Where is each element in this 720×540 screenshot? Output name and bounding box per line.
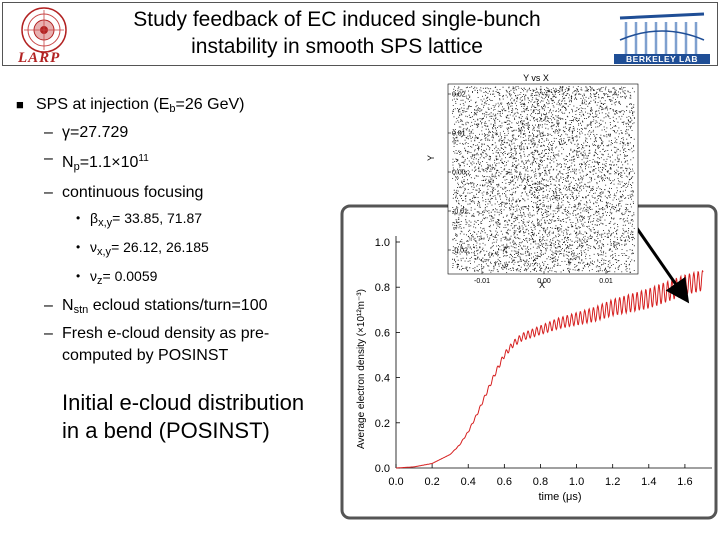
- bullet-nu-xy: • νx,y= 26.12, 26.185: [14, 235, 344, 264]
- scatter-y-tick-label: -0.01: [452, 209, 468, 216]
- title-line-2: instability in smooth SPS lattice: [191, 35, 483, 58]
- scatter-y-axis-label: Y: [426, 155, 436, 161]
- dash-bullet-icon: –: [44, 325, 53, 342]
- title-line-1: Study feedback of EC induced single-bunc…: [133, 8, 541, 31]
- dash-bullet-icon: –: [44, 297, 53, 314]
- scatter-y-tick-label: 0.01: [452, 131, 466, 138]
- y-tick-label: 0.0: [375, 463, 390, 475]
- x-tick-label: 0.4: [461, 476, 476, 488]
- y-tick-label: 0.4: [375, 373, 390, 385]
- scatter-x-axis-label: X: [539, 280, 545, 290]
- scatter-x-tick-label: -0.01: [474, 278, 490, 285]
- larp-logo-text: LARP: [18, 50, 61, 66]
- y-tick-label: 0.8: [375, 282, 390, 294]
- dot-bullet-icon: •: [76, 240, 81, 254]
- arrow-icon: [632, 223, 690, 304]
- scatter-y-tick-label: -0.02: [452, 248, 468, 255]
- dash-bullet-icon: –: [44, 124, 53, 141]
- scatter-x-tick-label: 0.00: [537, 278, 551, 285]
- bullet-continuous-focusing: – continuous focusing: [14, 180, 344, 206]
- x-tick-label: 1.4: [641, 476, 656, 488]
- y-tick-label: 0.2: [375, 418, 390, 430]
- x-tick-label: 0.6: [497, 476, 512, 488]
- y-vs-x-scatter-plot: Y vs X Y -0.01 0.00 0.01 0.02 0.01 0.00 -0.01 -…: [418, 73, 639, 290]
- bullet-list: ■ SPS at injection (Eb=26 GeV) – γ=27.72…: [14, 94, 344, 367]
- y-tick-label: 1.0: [375, 237, 390, 249]
- scatter-dots-path: [452, 86, 635, 273]
- berkeley-lab-logo-text: BERKELEY LAB: [614, 54, 710, 64]
- figure-caption: Initial e-cloud distribution in a bend (…: [62, 390, 305, 443]
- bullet-sps-injection: ■ SPS at injection (Eb=26 GeV): [16, 96, 245, 115]
- dash-bullet-icon: –: [44, 184, 53, 201]
- scatter-plot-area: [447, 83, 639, 275]
- larp-logo: [21, 7, 67, 53]
- y-axis-label: Average electron density (×10¹²m⁻³): [356, 289, 367, 449]
- y-tick-label: 0.6: [375, 327, 390, 339]
- scatter-y-tick-label: 0.02: [452, 92, 466, 99]
- square-bullet-icon: ■: [16, 97, 24, 112]
- header-bar: [2, 2, 718, 66]
- x-tick-label: 1.0: [569, 476, 584, 488]
- bullet-gamma: – γ=27.729: [14, 120, 344, 146]
- berkeley-lab-logo: [619, 12, 705, 54]
- x-tick-label: 1.6: [677, 476, 692, 488]
- dot-bullet-icon: •: [76, 269, 81, 283]
- scatter-x-tick-label: 0.01: [599, 278, 613, 285]
- electron-density-chart: 0.0 0.2 0.4 0.6 0.8 1.0 1.2 1.4 1.6 0.0 0.2 0.4 0.6 0…: [340, 204, 718, 520]
- bullet-nu-z: • νz= 0.0059: [14, 264, 344, 293]
- dash-bullet-icon: –: [44, 150, 53, 167]
- density-series-line: [396, 270, 704, 469]
- scatter-points: [452, 86, 635, 273]
- x-axis-label: time (μs): [538, 491, 581, 503]
- bullet-fresh-ecloud: – Fresh e-cloud density as pre- computed…: [44, 325, 270, 364]
- bullet-np: – Np=1.1×1011: [14, 146, 344, 180]
- x-tick-label: 1.2: [605, 476, 620, 488]
- x-tick-label: 0.2: [424, 476, 439, 488]
- scatter-title: Y vs X: [523, 73, 549, 83]
- x-tick-label: 0.0: [388, 476, 403, 488]
- scatter-y-tick-label: 0.00: [452, 170, 466, 177]
- scatter-ylabel-bg: [418, 150, 436, 166]
- dot-bullet-icon: •: [76, 211, 81, 225]
- x-tick-label: 0.8: [533, 476, 548, 488]
- bullet-beta: • βx,y= 33.85, 71.87: [14, 206, 344, 235]
- bullet-nstn: – Nstn ecloud stations/turn=100: [14, 293, 344, 323]
- page-title: Study feedback of EC induced single-bunc…: [92, 6, 582, 60]
